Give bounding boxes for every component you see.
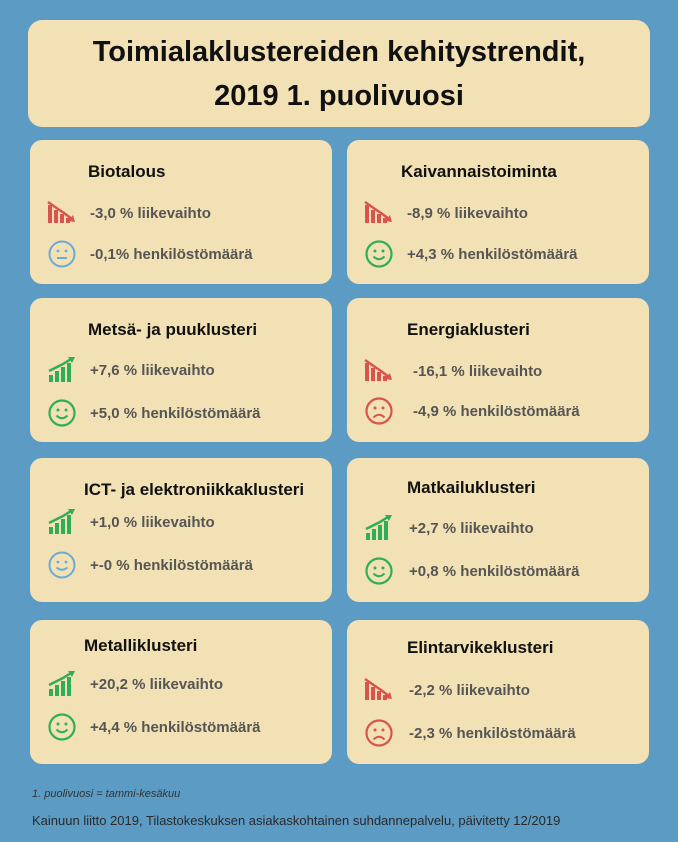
cluster-card-elintarvike: Elintarvikeklusteri -2,2 % liikevaihto -… [347, 620, 649, 764]
source-note: Kainuun liitto 2019, Tilastokeskuksen as… [32, 813, 561, 828]
turnover-text: +2,7 % liikevaihto [409, 519, 534, 537]
trend-up-icon [46, 355, 78, 385]
employees-text: +-0 % henkilöstömäärä [90, 556, 253, 574]
cluster-card-metsa: Metsä- ja puuklusteri +7,6 % liikevaihto… [30, 298, 332, 442]
trend-down-icon [363, 356, 395, 386]
turnover-row: -8,9 % liikevaihto [363, 198, 528, 228]
cluster-title: Matkailuklusteri [407, 478, 536, 497]
title-box: Toimialaklustereiden kehitystrendit, 201… [28, 20, 650, 127]
trend-down-icon [46, 198, 78, 228]
turnover-row: -16,1 % liikevaihto [363, 356, 542, 386]
trend-up-icon [363, 513, 395, 543]
employees-row: -0,1% henkilöstömäärä [46, 239, 253, 269]
cluster-card-energia: Energiaklusteri -16,1 % liikevaihto -4,9… [347, 298, 649, 442]
turnover-row: +20,2 % liikevaihto [46, 669, 223, 699]
turnover-text: -3,0 % liikevaihto [90, 204, 211, 222]
sad-face-icon [363, 718, 395, 748]
turnover-row: -2,2 % liikevaihto [363, 675, 530, 705]
cluster-title: Elintarvikeklusteri [407, 638, 554, 657]
turnover-text: -16,1 % liikevaihto [413, 362, 543, 380]
page-title-line-2: 2019 1. puolivuosi [214, 79, 464, 112]
turnover-text: -8,9 % liikevaihto [407, 204, 528, 222]
cluster-title: ICT- ja elektroniikkaklusteri [84, 480, 305, 499]
employees-row: +4,3 % henkilöstömäärä [363, 239, 578, 269]
employees-text: +5,0 % henkilöstömäärä [90, 404, 261, 422]
turnover-text: +20,2 % liikevaihto [90, 675, 223, 693]
happy-face-icon [46, 398, 78, 428]
cluster-card-kaivannaistoiminta: Kaivannaistoiminta -8,9 % liikevaihto +4… [347, 140, 649, 284]
page-title-line-1: Toimialaklustereiden kehitystrendit, [92, 35, 586, 68]
cluster-title: Biotalous [88, 162, 166, 181]
cluster-title: Kaivannaistoiminta [401, 162, 557, 181]
sad-face-icon [363, 396, 395, 426]
turnover-text: +7,6 % liikevaihto [90, 361, 215, 379]
happy-face-icon [363, 239, 395, 269]
cluster-title: Energiaklusteri [407, 320, 530, 339]
employees-row: +-0 % henkilöstömäärä [46, 550, 253, 580]
trend-up-icon [46, 507, 78, 537]
cluster-title: Metalliklusteri [84, 636, 198, 655]
employees-text: -0,1% henkilöstömäärä [90, 245, 253, 263]
employees-text: +4,3 % henkilöstömäärä [407, 245, 578, 263]
employees-text: -2,3 % henkilöstömäärä [409, 724, 576, 742]
employees-row: +4,4 % henkilöstömäärä [46, 712, 261, 742]
turnover-text: -2,2 % liikevaihto [409, 681, 530, 699]
employees-row: -4,9 % henkilöstömäärä [363, 396, 580, 426]
happy-face-icon [363, 556, 395, 586]
employees-row: +5,0 % henkilöstömäärä [46, 398, 261, 428]
employees-text: +0,8 % henkilöstömäärä [409, 562, 580, 580]
cluster-card-ict: ICT- ja elektroniikkaklusteri +1,0 % lii… [30, 458, 332, 602]
trend-down-icon [363, 675, 395, 705]
employees-row: +0,8 % henkilöstömäärä [363, 556, 580, 586]
cluster-card-metalli: Metalliklusteri +20,2 % liikevaihto +4,4… [30, 620, 332, 764]
employees-text: +4,4 % henkilöstömäärä [90, 718, 261, 736]
footnote: 1. puolivuosi = tammi-kesäkuu [32, 788, 181, 800]
neutral-face-icon [46, 239, 78, 269]
employees-text: -4,9 % henkilöstömäärä [413, 402, 580, 420]
cluster-card-biotalous: Biotalous -3,0 % liikevaihto -0,1% henki… [30, 140, 332, 284]
turnover-row: +1,0 % liikevaihto [46, 507, 215, 537]
turnover-row: -3,0 % liikevaihto [46, 198, 211, 228]
turnover-text: +1,0 % liikevaihto [90, 513, 215, 531]
happy-face-icon [46, 712, 78, 742]
trend-down-icon [363, 198, 395, 228]
turnover-row: +2,7 % liikevaihto [363, 513, 534, 543]
cluster-title: Metsä- ja puuklusteri [88, 320, 258, 339]
happy-face-blue-icon [46, 550, 78, 580]
employees-row: -2,3 % henkilöstömäärä [363, 718, 576, 748]
turnover-row: +7,6 % liikevaihto [46, 355, 215, 385]
cluster-card-matkailu: Matkailuklusteri +2,7 % liikevaihto +0,8… [347, 458, 649, 602]
trend-up-icon [46, 669, 78, 699]
